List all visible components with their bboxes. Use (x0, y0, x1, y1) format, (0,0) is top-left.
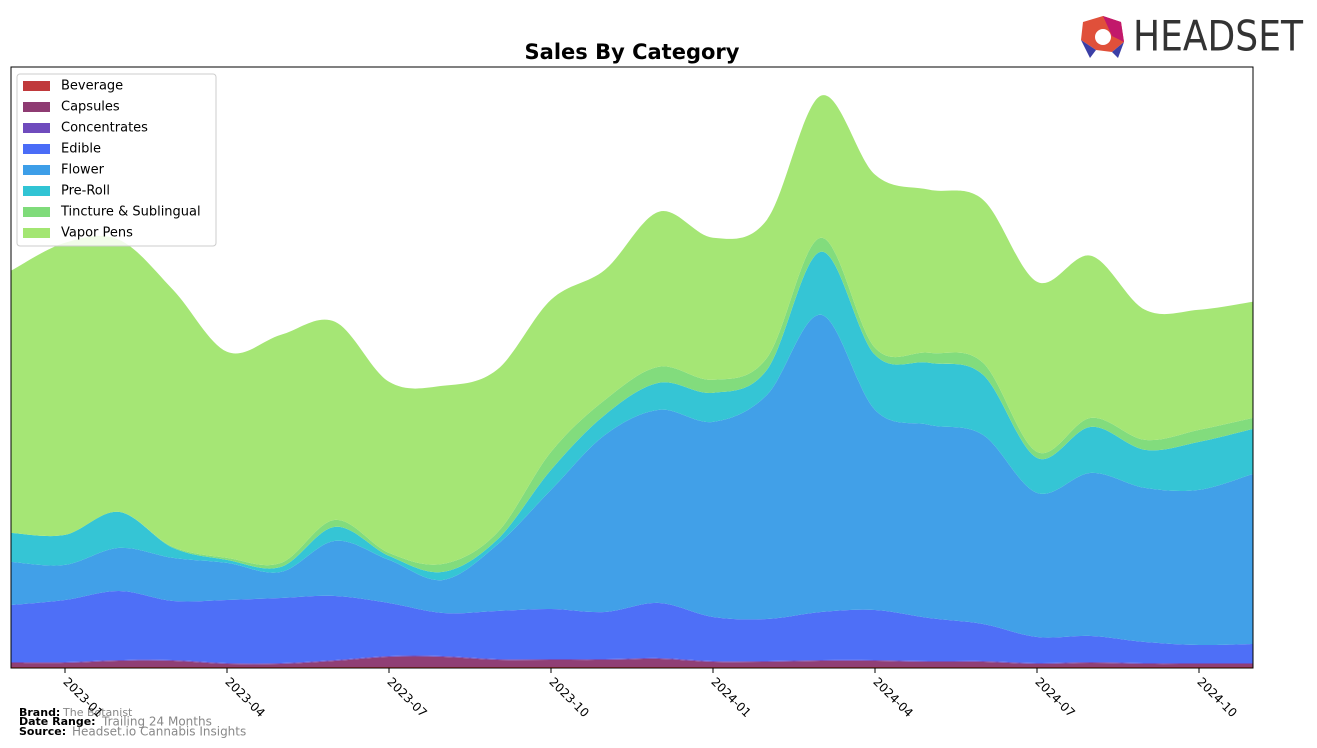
area (11, 95, 1253, 566)
logo-mark (1081, 40, 1096, 58)
legend-label: Vapor Pens (61, 226, 133, 241)
footer-value: Headset.io Cannabis Insights (72, 725, 246, 739)
legend-swatch (23, 81, 50, 91)
legend-swatch (23, 102, 50, 112)
logo-mark (1095, 29, 1111, 45)
legend-label: Capsules (61, 100, 120, 115)
area (11, 655, 1253, 665)
legend-swatch (23, 207, 50, 217)
footer-value: The Botanist (62, 706, 133, 719)
legend-label: Beverage (61, 79, 123, 94)
logo-text: HEADSET (1133, 12, 1303, 61)
x-tick-label: 2024-10 (1194, 675, 1239, 720)
legend-box (16, 73, 217, 247)
area (11, 656, 1253, 667)
legend-label: Edible (61, 142, 101, 157)
plot-area (11, 95, 1253, 668)
logo: HEADSET (1081, 12, 1303, 61)
footer-label: Date Range: (19, 715, 96, 728)
area (11, 251, 1253, 581)
legend: Beverage Capsules Concentrates Edible Flower… (16, 73, 217, 247)
logo-mark (1103, 16, 1124, 42)
footer: Brand: The Botanist Date Range: Trailing… (19, 706, 246, 739)
area (11, 314, 1253, 646)
footer-label: Source: (19, 725, 66, 738)
x-tick-label: 2023-10 (546, 675, 591, 720)
chart-title: Sales By Category (525, 40, 740, 64)
x-tick-label: 2023-04 (222, 675, 267, 720)
area (11, 237, 1253, 573)
legend-swatch (23, 123, 50, 133)
legend-swatch (23, 186, 50, 196)
legend-label: Flower (61, 163, 105, 178)
area (11, 590, 1253, 664)
plot-frame (10, 66, 1254, 669)
logo-mark (1112, 42, 1124, 58)
legend-label: Concentrates (61, 121, 148, 136)
x-tick-label: 2024-01 (708, 675, 753, 720)
legend-label: Pre-Roll (61, 184, 110, 199)
legend-swatch (23, 144, 50, 154)
x-tick-label: 2024-07 (1032, 675, 1077, 720)
x-tick-label: 2023-07 (384, 675, 429, 720)
legend-swatch (23, 165, 50, 175)
legend-label: Tincture & Sublingual (60, 205, 201, 220)
x-tick-label: 2024-04 (870, 675, 915, 720)
legend-swatch (23, 228, 50, 238)
footer-value: Trailing 24 Months (101, 715, 212, 729)
footer-label: Brand: (19, 706, 60, 719)
